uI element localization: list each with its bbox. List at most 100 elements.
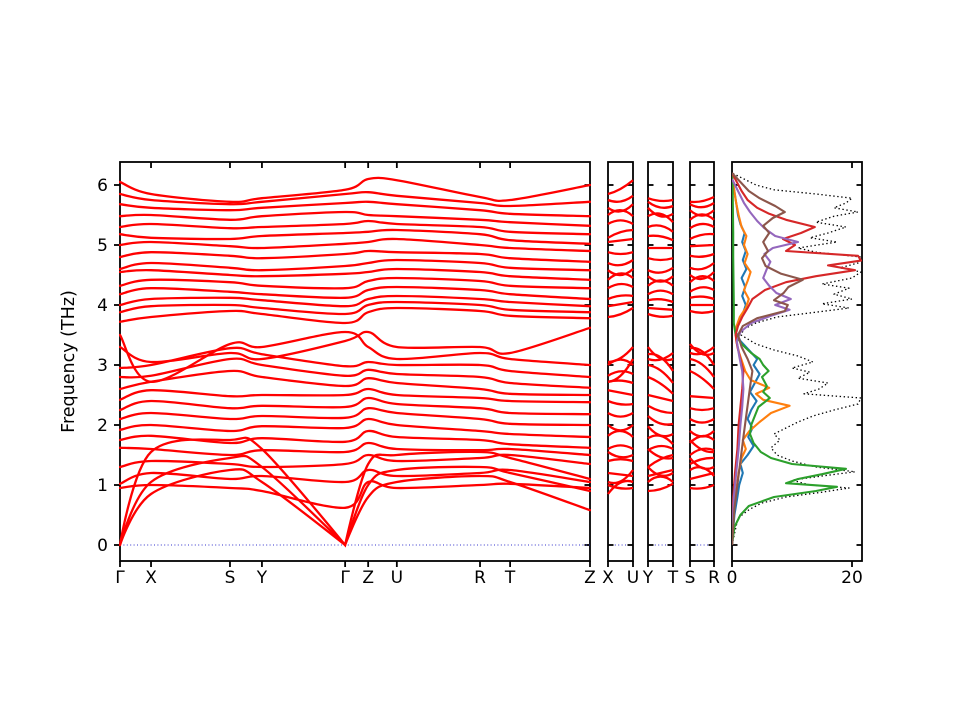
phonon-band xyxy=(119,406,591,427)
phonon-band-segment xyxy=(607,268,634,277)
phonon-band xyxy=(119,396,591,416)
y-tick-label: 1 xyxy=(97,476,108,496)
phonon-band xyxy=(119,429,591,449)
phonon-band-segment xyxy=(647,257,674,262)
phonon-band-segment xyxy=(607,411,634,418)
phonon-band-segment xyxy=(689,346,715,356)
phonon-band-segment xyxy=(689,271,715,281)
k-point-label: T xyxy=(504,568,516,588)
phonon-band-segment xyxy=(647,404,674,415)
phonon-band-segment xyxy=(689,243,715,248)
phonon-band-segment xyxy=(607,251,634,256)
y-tick-label: 3 xyxy=(97,356,108,376)
phonon-band-segment xyxy=(689,417,715,424)
phonon-band xyxy=(119,306,591,325)
phonon-band-segment xyxy=(607,259,634,267)
dos-curve-pdos-brown xyxy=(732,172,804,546)
phonon-band-segment xyxy=(647,346,674,362)
phonon-band xyxy=(119,369,591,397)
main-bands-group xyxy=(119,176,591,548)
k-point-label: Z xyxy=(584,568,596,588)
phonon-band-segment xyxy=(607,451,634,459)
phonon-band xyxy=(119,176,591,204)
phonon-band-segment xyxy=(689,202,715,209)
phonon-band-segment xyxy=(689,295,715,301)
phonon-band-segment xyxy=(647,298,674,304)
k-point-label: R xyxy=(474,568,486,588)
phonon-band-segment xyxy=(647,482,674,493)
phonon-band-segment xyxy=(607,444,634,451)
phonon-band-segment xyxy=(607,370,634,377)
phonon-band-segment xyxy=(647,197,674,203)
phonon-band-segment xyxy=(647,200,674,209)
dos-tick-label: 20 xyxy=(841,568,863,588)
phonon-band xyxy=(119,285,591,301)
phonon-band-segment xyxy=(689,252,715,258)
k-point-label: Γ xyxy=(115,568,125,588)
phonon-band-segment xyxy=(689,439,715,454)
phonon-band-segment xyxy=(689,456,715,466)
k-point-label: S xyxy=(685,568,696,588)
phonon-band-segment xyxy=(607,358,635,383)
phonon-band-segment xyxy=(689,275,715,284)
phonon-band xyxy=(119,387,591,404)
phonon-band-segment xyxy=(647,289,674,296)
main-band-panel-frame xyxy=(119,161,591,562)
phonon-band xyxy=(119,357,591,389)
phonon-band-segment xyxy=(607,389,634,397)
phonon-band-segment xyxy=(607,228,634,239)
phonon-band xyxy=(119,276,591,290)
phonon-band-segment xyxy=(647,415,674,426)
phonon-band xyxy=(119,417,591,439)
phonon-band-segment xyxy=(689,209,715,217)
k-point-label: Z xyxy=(362,568,374,588)
phonon-band-segment xyxy=(647,352,674,362)
phonon-band xyxy=(119,326,591,364)
phonon-band-segment xyxy=(647,363,674,384)
phonon-band-segment xyxy=(647,279,674,287)
phonon-band-segment xyxy=(607,424,634,432)
phonon-band-segment xyxy=(647,224,674,233)
phonon-band-segment xyxy=(647,425,674,438)
y-tick-label: 2 xyxy=(97,416,108,436)
phonon-band xyxy=(119,249,591,263)
phonon-band-segment xyxy=(607,307,634,319)
phonon-band-segment xyxy=(607,194,634,203)
phonon-band-segment xyxy=(607,179,634,196)
phonon-band-segment xyxy=(647,275,674,283)
phonon-band-segment xyxy=(607,483,634,490)
phonon-band-segment xyxy=(607,429,634,438)
phonon-band-segment xyxy=(647,266,674,274)
phonon-band xyxy=(119,454,591,548)
phonon-band xyxy=(119,237,591,253)
phonon-band-segment xyxy=(607,469,634,485)
phonon-band-segment xyxy=(607,203,634,213)
phonon-band xyxy=(119,267,591,281)
phonon-band-segment xyxy=(689,447,715,456)
phonon-band-segment xyxy=(689,195,715,204)
dos-tick-label: 0 xyxy=(727,568,738,588)
k-point-label: R xyxy=(708,568,720,588)
k-point-label: U xyxy=(627,568,639,588)
dos-curve-pdos-green xyxy=(732,172,848,546)
phonon-band xyxy=(119,190,591,208)
phonon-band-segment xyxy=(689,232,715,241)
phonon-band xyxy=(119,258,591,272)
k-point-label: U xyxy=(391,568,403,588)
phonon-band xyxy=(119,210,591,227)
y-tick-label: 4 xyxy=(97,296,108,316)
phonon-band-segment xyxy=(689,222,715,230)
phonon-band-segment xyxy=(689,471,715,481)
phonon-band-segment xyxy=(607,300,634,308)
phonon-band-segment xyxy=(607,219,634,226)
phonon-band xyxy=(119,294,591,308)
k-point-label: X xyxy=(602,568,614,588)
phonon-band-segment xyxy=(647,466,674,477)
k-point-label: X xyxy=(145,568,157,588)
phonon-band-segment xyxy=(607,282,634,290)
phonon-band-segment xyxy=(689,262,715,271)
phonon-band-segment xyxy=(647,306,674,311)
y-tick-label: 0 xyxy=(97,536,108,556)
phonon-band-segment xyxy=(607,237,634,244)
